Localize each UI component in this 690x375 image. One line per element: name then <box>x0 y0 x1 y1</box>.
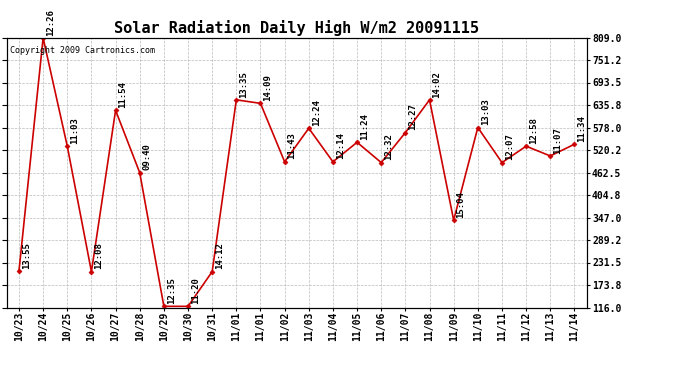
Text: 11:43: 11:43 <box>288 133 297 159</box>
Text: 11:03: 11:03 <box>70 117 79 144</box>
Text: Copyright 2009 Cartronics.com: Copyright 2009 Cartronics.com <box>10 46 155 55</box>
Text: 13:55: 13:55 <box>22 242 31 268</box>
Text: 15:04: 15:04 <box>457 191 466 218</box>
Text: 12:35: 12:35 <box>167 277 176 304</box>
Text: 12:32: 12:32 <box>384 134 393 160</box>
Text: 13:35: 13:35 <box>239 70 248 98</box>
Text: 11:20: 11:20 <box>191 277 200 304</box>
Text: 12:08: 12:08 <box>95 243 103 269</box>
Text: 13:03: 13:03 <box>481 98 490 125</box>
Text: 11:34: 11:34 <box>578 115 586 142</box>
Title: Solar Radiation Daily High W/m2 20091115: Solar Radiation Daily High W/m2 20091115 <box>115 20 479 36</box>
Text: 12:14: 12:14 <box>336 133 345 159</box>
Text: 14:02: 14:02 <box>433 70 442 98</box>
Text: 12:58: 12:58 <box>529 117 538 144</box>
Text: 09:40: 09:40 <box>143 144 152 170</box>
Text: 11:24: 11:24 <box>360 113 369 140</box>
Text: 12:27: 12:27 <box>408 104 417 130</box>
Text: 11:07: 11:07 <box>553 127 562 154</box>
Text: 11:54: 11:54 <box>119 81 128 108</box>
Text: 12:24: 12:24 <box>312 99 321 126</box>
Text: 12:26: 12:26 <box>46 9 55 36</box>
Text: 14:09: 14:09 <box>264 74 273 101</box>
Text: 12:07: 12:07 <box>505 134 514 160</box>
Text: 14:12: 14:12 <box>215 243 224 269</box>
